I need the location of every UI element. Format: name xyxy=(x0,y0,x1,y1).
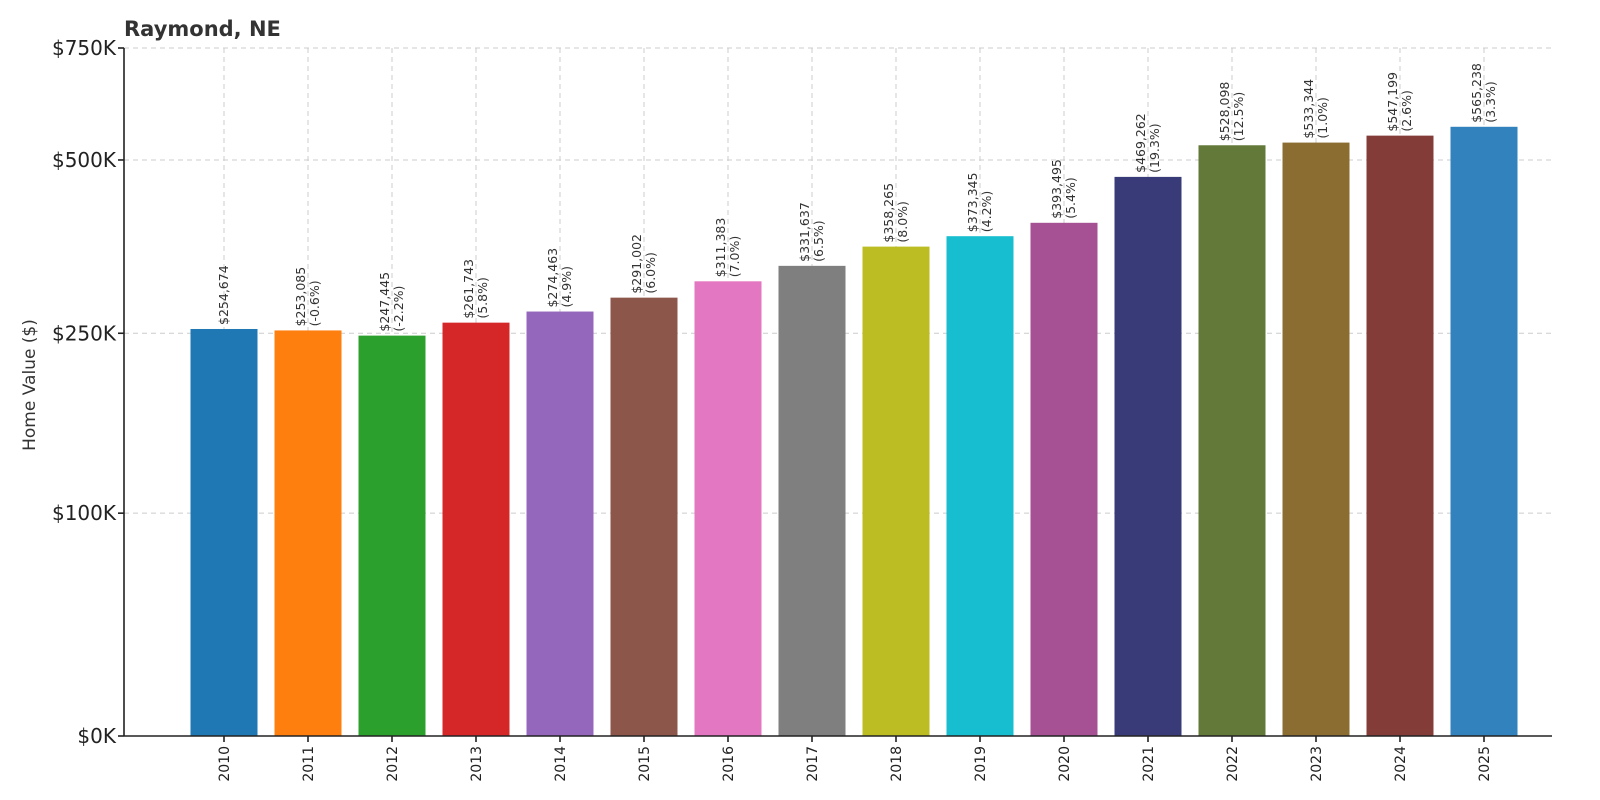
data-label-2022: $528,098 (12.5%) xyxy=(1217,82,1246,142)
data-label-2010: $254,674 xyxy=(216,265,231,325)
change-label: (5.4%) xyxy=(1063,177,1078,219)
data-label-2011: $253,085 (-0.6%) xyxy=(293,267,322,327)
x-tick-label: 2017 xyxy=(805,746,821,782)
change-label: (12.5%) xyxy=(1231,92,1246,141)
change-label: (8.0%) xyxy=(895,201,910,243)
value-label: $261,743 xyxy=(461,259,476,319)
x-tick-label: 2022 xyxy=(1225,746,1241,782)
bar-2017 xyxy=(778,265,846,736)
change-label: (1.0%) xyxy=(1315,97,1330,139)
change-label: (2.6%) xyxy=(1399,90,1414,132)
change-label: (6.5%) xyxy=(811,220,826,262)
y-tick-label: $500K xyxy=(52,148,117,172)
change-label: (-0.6%) xyxy=(307,280,322,326)
bar-2021 xyxy=(1114,176,1182,736)
y-tick-label: $0K xyxy=(77,724,116,748)
bar-2024 xyxy=(1366,135,1434,737)
x-tick-label: 2020 xyxy=(1057,746,1073,782)
change-label: (3.3%) xyxy=(1483,81,1498,123)
data-label-2012: $247,445 (-2.2%) xyxy=(377,272,406,332)
value-label: $393,495 xyxy=(1049,159,1064,219)
bar-2023 xyxy=(1282,142,1350,737)
value-label: $247,445 xyxy=(377,272,392,332)
value-label: $469,262 xyxy=(1133,113,1148,173)
y-tick-label: $100K xyxy=(52,501,117,525)
bar-2020 xyxy=(1030,222,1098,736)
value-label: $253,085 xyxy=(293,267,308,327)
data-label-2018: $358,265 (8.0%) xyxy=(881,183,910,243)
value-label: $565,238 xyxy=(1469,63,1484,123)
data-label-2024: $547,199 (2.6%) xyxy=(1385,72,1414,132)
bar-2013 xyxy=(442,322,510,736)
change-label: (7.0%) xyxy=(727,236,742,278)
x-tick-label: 2024 xyxy=(1393,746,1409,782)
y-tick-label: $750K xyxy=(52,36,117,60)
data-label-2021: $469,262 (19.3%) xyxy=(1133,113,1162,173)
value-label: $373,345 xyxy=(965,173,980,233)
bar-2016 xyxy=(694,281,762,736)
value-label: $254,674 xyxy=(216,265,231,325)
data-label-2015: $291,002 (6.0%) xyxy=(629,234,658,294)
y-axis-label: Home Value ($) xyxy=(20,319,40,451)
data-label-layer: $254,674 $253,085 (-0.6%) $247,445 (-2.2%) $2… xyxy=(216,63,1498,332)
axis-layer: $0K $100K $250K $500K $750K 2010 2011 2012 2013 2… xyxy=(52,36,1552,782)
value-label: $528,098 xyxy=(1217,82,1232,142)
y-tick-label: $250K xyxy=(52,321,117,345)
bar-2018 xyxy=(862,246,930,736)
data-label-2025: $565,238 (3.3%) xyxy=(1469,63,1498,123)
change-label: (4.9%) xyxy=(559,266,574,308)
data-label-2023: $533,344 (1.0%) xyxy=(1301,79,1330,139)
data-label-2013: $261,743 (5.8%) xyxy=(461,259,490,319)
bar-2022 xyxy=(1198,145,1266,737)
value-label: $358,265 xyxy=(881,183,896,243)
data-label-2019: $373,345 (4.2%) xyxy=(965,173,994,233)
bar-2010 xyxy=(190,328,258,736)
data-label-2016: $311,383 (7.0%) xyxy=(713,218,742,278)
x-tick-label: 2013 xyxy=(469,746,485,782)
data-label-2017: $331,637 (6.5%) xyxy=(797,202,826,262)
value-label: $291,002 xyxy=(629,234,644,294)
change-label: (19.3%) xyxy=(1147,123,1162,172)
value-label: $274,463 xyxy=(545,248,560,308)
chart-title: Raymond, NE xyxy=(124,17,281,41)
value-label: $547,199 xyxy=(1385,72,1400,132)
change-label: (5.8%) xyxy=(475,277,490,319)
change-label: (4.2%) xyxy=(979,191,994,233)
bar-2025 xyxy=(1450,126,1518,736)
bar-2019 xyxy=(946,236,1014,736)
bar-layer xyxy=(190,126,1518,737)
x-tick-label: 2014 xyxy=(553,746,569,782)
value-label: $331,637 xyxy=(797,202,812,262)
bar-2012 xyxy=(358,335,426,736)
x-tick-label: 2021 xyxy=(1141,746,1157,782)
change-label: (-2.2%) xyxy=(391,286,406,332)
x-tick-label: 2015 xyxy=(637,746,653,782)
x-tick-label: 2012 xyxy=(385,746,401,782)
x-tick-label: 2025 xyxy=(1477,746,1493,782)
bar-2011 xyxy=(274,330,342,736)
x-tick-label: 2010 xyxy=(217,746,233,782)
x-tick-label: 2019 xyxy=(973,746,989,782)
data-label-2020: $393,495 (5.4%) xyxy=(1049,159,1078,219)
change-label: (6.0%) xyxy=(643,252,658,294)
value-label: $311,383 xyxy=(713,218,728,278)
data-label-2014: $274,463 (4.9%) xyxy=(545,248,574,308)
bar-2015 xyxy=(610,297,678,736)
x-tick-label: 2018 xyxy=(889,746,905,782)
value-label: $533,344 xyxy=(1301,79,1316,139)
bar-2014 xyxy=(526,311,594,736)
x-tick-label: 2011 xyxy=(301,746,317,782)
x-tick-label: 2023 xyxy=(1309,746,1325,782)
x-tick-label: 2016 xyxy=(721,746,737,782)
